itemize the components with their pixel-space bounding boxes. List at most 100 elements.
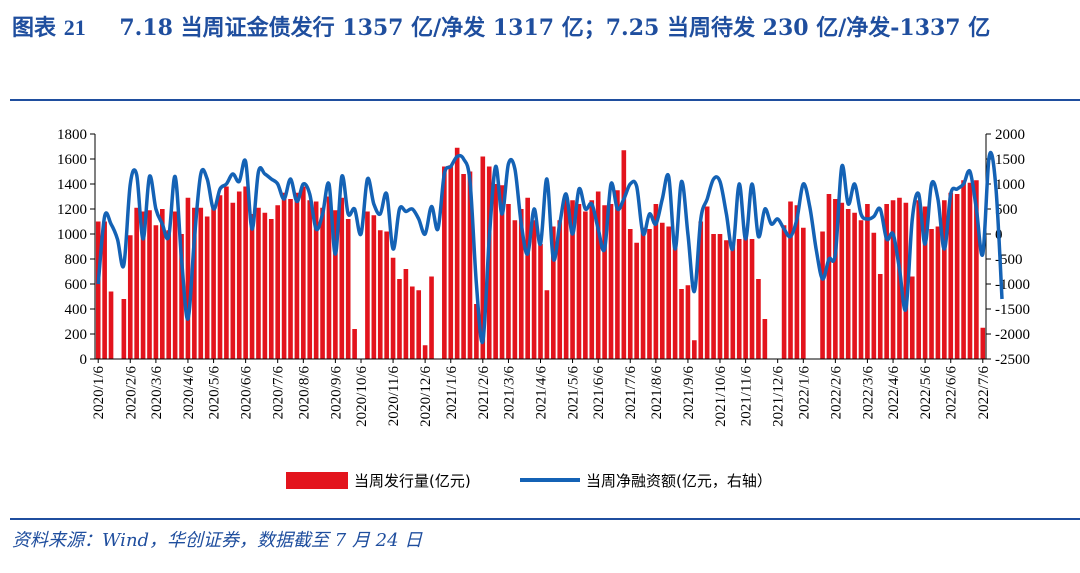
bar-48 [403, 269, 409, 359]
bar-122 [877, 274, 883, 359]
y-left-tick-label: 1200 [57, 202, 87, 218]
bar-17 [204, 216, 210, 359]
x-tick-label: 2020/3/6 [149, 366, 165, 420]
bar-71 [551, 226, 556, 359]
bar-43 [371, 215, 377, 359]
bar-99 [730, 244, 736, 359]
bar-123 [884, 204, 889, 359]
x-tick-label: 2022/1/6 [796, 366, 812, 420]
bar-50 [416, 290, 422, 359]
bar-47 [397, 279, 402, 359]
y-right-tick-label: 1500 [995, 152, 1025, 168]
bar-138 [980, 327, 986, 359]
figure-number: 21 [63, 15, 86, 40]
bar-58 [467, 171, 473, 359]
bar-87 [653, 204, 659, 359]
x-tick-label: 2022/4/6 [886, 366, 902, 420]
x-tick-label: 2022/3/6 [860, 366, 876, 420]
bar-101 [743, 236, 748, 359]
x-tick-label: 2021/2/6 [476, 366, 492, 420]
bar-40 [352, 329, 357, 359]
y-left-tick-label: 1000 [57, 227, 87, 243]
source-divider [10, 518, 1080, 520]
x-tick-label: 2021/12/6 [771, 366, 787, 427]
x-tick-label: 2021/5/6 [566, 366, 582, 420]
bar-70 [544, 290, 550, 359]
bar-136 [967, 182, 973, 359]
bar-97 [717, 234, 723, 359]
bar-74 [570, 200, 575, 359]
bar-37 [333, 210, 338, 359]
chart-legend: 当周发行量(亿元) 当周净融资额(亿元，右轴） [286, 472, 772, 490]
bar-12 [172, 211, 178, 359]
y-right-tick-label: 1000 [995, 177, 1025, 193]
y-right-tick-label: -2000 [995, 327, 1030, 343]
x-tick-label: 2022/7/6 [976, 366, 992, 420]
net-financing-line [96, 150, 1004, 345]
bar-16 [198, 207, 204, 359]
legend-label-bar: 当周发行量(亿元) [354, 472, 471, 490]
bar-66 [518, 209, 524, 359]
x-tick-label: 2021/8/6 [649, 366, 665, 420]
legend-swatch-bar [286, 472, 348, 489]
bar-39 [345, 219, 351, 359]
bar-91 [679, 289, 684, 359]
bar-110 [801, 227, 806, 359]
y-right-tick-label: 2000 [995, 127, 1025, 143]
x-tick-label: 2020/7/6 [271, 366, 287, 420]
bar-107 [781, 225, 787, 359]
bar-1 [102, 221, 107, 359]
bar-26 [262, 212, 268, 359]
y-right-tick-label: -1000 [995, 277, 1030, 293]
bar-52 [429, 276, 434, 359]
bar-32 [301, 186, 306, 359]
bar-94 [698, 221, 704, 359]
bar-2 [108, 291, 114, 359]
x-tick-label: 2020/1/6 [91, 366, 107, 420]
y-right-tick-label: -2500 [995, 352, 1030, 368]
bar-4 [121, 299, 127, 359]
bar-124 [890, 200, 896, 359]
source-note: 资料来源：Wind，华创证券，数据截至 7 月 24 日 [12, 530, 423, 551]
bar-19 [217, 195, 223, 359]
bar-102 [749, 239, 755, 359]
bar-108 [788, 201, 793, 359]
x-tick-label: 2022/2/6 [828, 366, 844, 420]
x-tick-label: 2020/11/6 [386, 366, 402, 427]
bar-9 [153, 225, 159, 359]
bar-series [95, 147, 986, 359]
bar-121 [871, 232, 877, 359]
bar-72 [557, 220, 563, 359]
bar-31 [294, 192, 300, 359]
bar-128 [916, 200, 922, 359]
x-tick-label: 2021/1/6 [444, 366, 460, 420]
x-tick-label: 2020/8/6 [296, 366, 312, 420]
bar-114 [826, 194, 832, 359]
bar-18 [211, 205, 216, 359]
x-tick-label: 2021/10/6 [713, 366, 729, 427]
y-left-tick-label: 0 [80, 352, 88, 368]
bar-73 [563, 199, 569, 359]
bar-89 [666, 226, 672, 359]
bar-75 [576, 204, 582, 359]
bar-65 [512, 220, 518, 359]
bar-100 [736, 239, 742, 359]
bar-15 [192, 207, 197, 359]
bar-132 [942, 200, 947, 359]
y-left-tick-label: 400 [65, 302, 88, 318]
bar-38 [339, 197, 345, 359]
bar-23 [243, 186, 248, 359]
bar-25 [256, 207, 261, 359]
bar-46 [390, 257, 396, 359]
bar-129 [922, 206, 928, 359]
bar-80 [608, 204, 614, 359]
bar-84 [634, 242, 639, 359]
bar-67 [525, 197, 530, 359]
bar-133 [948, 192, 954, 359]
bar-118 [852, 212, 857, 359]
bar-29 [281, 192, 287, 359]
y-left-tick-label: 200 [65, 327, 88, 343]
x-tick-label: 2021/6/6 [591, 366, 607, 420]
x-tick-label: 2020/9/6 [328, 366, 344, 420]
bar-60 [480, 156, 486, 359]
